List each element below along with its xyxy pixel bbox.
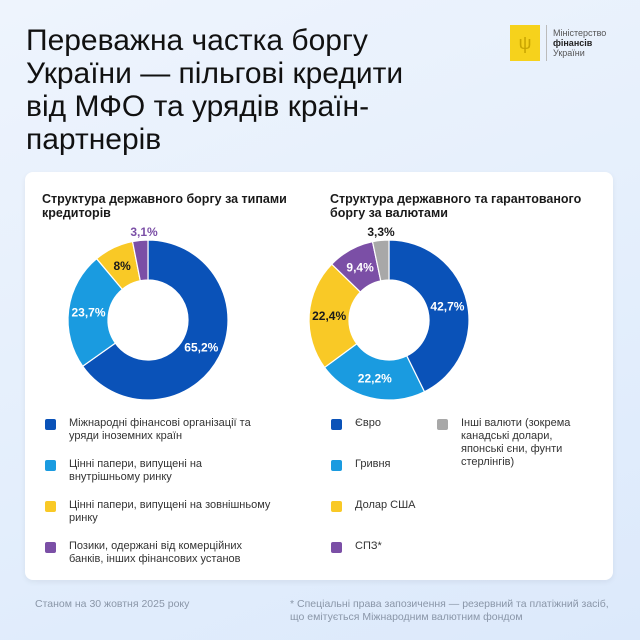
chart1-label-2: 23,7% [71,305,105,319]
legend-label: Гривня [355,458,391,470]
footnote: * Спеціальні права запозичення — резервн… [290,598,609,623]
charts-card: Структура державного боргу за типами кре… [25,172,613,580]
page-title: Переважна частка боргу України — пільгов… [26,24,404,156]
chart2-label-3: 22,4% [312,309,346,323]
chart2-label-1: 42,7% [430,299,464,313]
chart1-slice-4 [131,239,149,282]
chart1-label-1: 65,2% [184,341,218,355]
legend-swatch [331,501,342,512]
chart1-legend-item: Цінні папери, випущені на внутрішньому р… [45,458,275,484]
legend-swatch [331,460,342,471]
chart1-legend-item: Цінні папери, випущені на зовнішньому ри… [45,499,275,525]
chart2-label-5: 3,3% [367,225,395,239]
legend-swatch [45,419,56,430]
trident-icon: ψ [510,25,540,61]
legend-swatch [331,542,342,553]
date-note: Станом на 30 жовтня 2025 року [35,598,190,610]
chart2-slice-5 [371,239,390,282]
chart1-label-3: 8% [113,259,131,273]
chart2-legend-item: СПЗ* [331,540,431,553]
legend-swatch [45,460,56,471]
legend-swatch [331,419,342,430]
ministry-logo: ψ Міністерство фінансів України [510,25,606,61]
chart2-label-2: 22,2% [358,371,392,385]
legend-label: Міжнародні фінансові організації та уряд… [69,417,251,442]
chart1-legend-item: Міжнародні фінансові організації та уряд… [45,417,275,443]
chart1-legend-item: Позики, одержані від комерційних банків,… [45,540,275,566]
legend-label: СПЗ* [355,540,382,552]
legend-label: Цінні папери, випущені на внутрішньому р… [69,458,203,483]
legend-label: Інші валюти (зокрема канадські долари, я… [461,417,571,468]
legend-swatch [45,542,56,553]
chart1-label-4: 3,1% [130,225,158,239]
chart2-slice-3 [308,263,362,369]
chart2-title: Структура державного та гарантованого бо… [330,192,582,220]
legend-label: Євро [355,417,381,429]
logo-line1: Міністерство [553,28,607,38]
legend-label: Цінні папери, випущені на зовнішньому ри… [69,499,271,524]
legend-swatch [45,501,56,512]
chart2-legend-item: Євро [331,417,431,430]
chart2-label-4: 9,4% [346,260,374,274]
chart1-title: Структура державного боргу за типами кре… [42,192,287,220]
legend-swatch [437,419,448,430]
chart2-legend-item: Долар США [331,499,431,512]
logo-line2: фінансів [553,38,593,48]
legend-label: Долар США [355,499,416,511]
chart2-legend-item: Гривня [331,458,431,471]
chart2-slice-1 [388,239,470,393]
chart1-slice-1 [81,239,229,401]
legend-label: Позики, одержані від комерційних банків,… [69,540,242,565]
logo-line3: України [553,48,585,58]
donut-charts: 65,2% 23,7% 8% 3,1% 42,7% 22,2% 22,4% 9,4% 3,3% [67,225,470,401]
chart2-legend-item: Інші валюти (зокрема канадські долари, я… [437,417,577,469]
